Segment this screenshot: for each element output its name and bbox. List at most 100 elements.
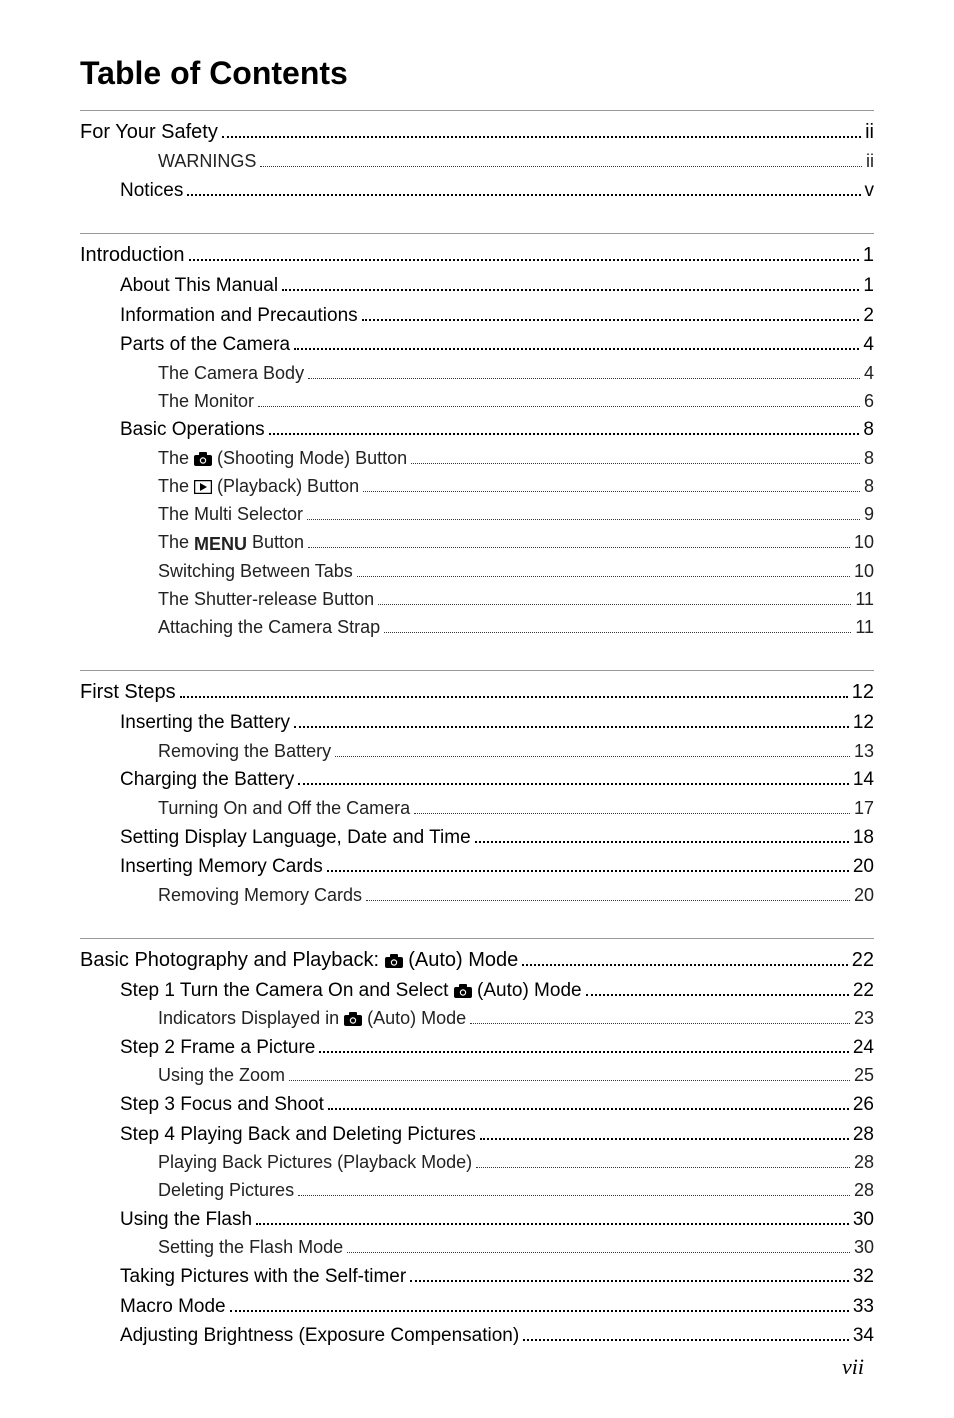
toc-page-number: 12 (853, 708, 874, 737)
camera-icon (385, 954, 403, 968)
toc-page-number: 11 (855, 586, 874, 614)
toc-label: Step 3 Focus and Shoot (120, 1090, 324, 1119)
toc-label: Removing Memory Cards (158, 882, 362, 910)
toc-entry: For Your Safetyii (80, 117, 874, 148)
toc-title: Table of Contents (80, 55, 874, 96)
section-divider (80, 110, 874, 111)
toc-page-number: 11 (855, 614, 874, 642)
toc-entry: Setting the Flash Mode30 (158, 1234, 874, 1262)
toc-label: Basic Operations (120, 415, 265, 444)
toc-entry: The Shutter-release Button 11 (158, 586, 874, 614)
toc-page-number: 8 (864, 445, 874, 473)
toc-entry: The Multi Selector 9 (158, 501, 874, 529)
toc-label: Setting the Flash Mode (158, 1234, 343, 1262)
toc-entry: Inserting the Battery 12 (120, 708, 874, 737)
toc-leader-dots (384, 632, 851, 633)
toc-leader-dots (258, 406, 860, 407)
toc-page-number: 1 (863, 271, 874, 300)
toc-label: Parts of the Camera (120, 330, 290, 359)
toc-section: First Steps 12Inserting the Battery 12 Remo… (80, 677, 874, 909)
toc-entry: The Camera Body4 (158, 360, 874, 388)
toc-entry: Switching Between Tabs10 (158, 558, 874, 586)
toc-entry: Noticesv (120, 176, 874, 205)
toc-label: Step 1 Turn the Camera On and Select (Au… (120, 976, 582, 1005)
toc-page-number: 8 (863, 415, 874, 444)
toc-page-number: 23 (854, 1005, 874, 1033)
toc-entry: Macro Mode33 (120, 1292, 874, 1321)
toc-page-number: 34 (853, 1321, 874, 1350)
page-number: vii (842, 1354, 864, 1380)
toc-leader-dots (335, 756, 850, 757)
toc-leader-dots (411, 463, 860, 464)
toc-page-number: 14 (853, 765, 874, 794)
toc-label: Playing Back Pictures (Playback Mode) (158, 1149, 472, 1177)
toc-page-number: 20 (853, 852, 874, 881)
toc-label: The Multi Selector (158, 501, 303, 529)
toc-leader-dots (269, 433, 860, 435)
toc-entry: Inserting Memory Cards 20 (120, 852, 874, 881)
toc-label: Charging the Battery (120, 765, 294, 794)
toc-entry: Introduction 1 (80, 240, 874, 271)
toc-label: The Camera Body (158, 360, 304, 388)
toc-label: Basic Photography and Playback: (Auto) M… (80, 945, 518, 976)
toc-label: Using the Flash (120, 1205, 252, 1234)
camera-icon (344, 1012, 362, 1026)
toc-page-number: 24 (853, 1033, 874, 1062)
toc-page-number: 9 (864, 501, 874, 529)
toc-entry: Adjusting Brightness (Exposure Compensat… (120, 1321, 874, 1350)
playback-icon (194, 480, 212, 494)
toc-label: Introduction (80, 240, 185, 271)
toc-entry: Step 4 Playing Back and Deleting Picture… (120, 1120, 874, 1149)
toc-page-number: 20 (854, 882, 874, 910)
toc-label: For Your Safety (80, 117, 218, 148)
toc-entry: Indicators Displayed in (Auto) Mode 23 (158, 1005, 874, 1033)
toc-label: Indicators Displayed in (Auto) Mode (158, 1005, 466, 1033)
toc-page-number: 1 (863, 240, 874, 271)
section-divider (80, 233, 874, 234)
toc-label: Switching Between Tabs (158, 558, 353, 586)
toc-leader-dots (363, 491, 860, 492)
toc-label: The Shutter-release Button (158, 586, 374, 614)
toc-label: First Steps (80, 677, 176, 708)
toc-label: Attaching the Camera Strap (158, 614, 380, 642)
toc-label: Inserting Memory Cards (120, 852, 323, 881)
toc-leader-dots (307, 519, 860, 520)
toc-label: The (Shooting Mode) Button (158, 445, 407, 473)
menu-icon: MENU (194, 531, 247, 559)
toc-leader-dots (328, 1108, 849, 1110)
toc-label: Setting Display Language, Date and Time (120, 823, 471, 852)
toc-page-number: 22 (852, 945, 874, 976)
toc-entry: Playing Back Pictures (Playback Mode)28 (158, 1149, 874, 1177)
toc-page-number: 32 (853, 1262, 874, 1291)
toc-page-number: 8 (864, 473, 874, 501)
toc-leader-dots (260, 166, 862, 167)
toc-page-number: 28 (853, 1120, 874, 1149)
toc-leader-dots (189, 259, 859, 261)
toc-leader-dots (362, 319, 860, 321)
toc-page-number: 10 (854, 529, 874, 557)
toc-leader-dots (414, 813, 850, 814)
toc-label: Adjusting Brightness (Exposure Compensat… (120, 1321, 519, 1350)
toc-label: Turning On and Off the Camera (158, 795, 410, 823)
toc-entry: Setting Display Language, Date and Time1… (120, 823, 874, 852)
toc-label: Deleting Pictures (158, 1177, 294, 1205)
toc-entry: Taking Pictures with the Self-timer32 (120, 1262, 874, 1291)
camera-icon (194, 452, 212, 466)
toc-entry: Using the Zoom25 (158, 1062, 874, 1090)
toc-leader-dots (357, 576, 850, 577)
toc-page-number: 22 (853, 976, 874, 1005)
toc-entry: Parts of the Camera4 (120, 330, 874, 359)
toc-entry: The Monitor6 (158, 388, 874, 416)
toc-page-number: 30 (853, 1205, 874, 1234)
toc-label: The Monitor (158, 388, 254, 416)
toc-entry: The MENU Button10 (158, 529, 874, 559)
toc-leader-dots (410, 1280, 849, 1282)
toc-entry: Turning On and Off the Camera17 (158, 795, 874, 823)
toc-page-number: 13 (854, 738, 874, 766)
toc-label: Using the Zoom (158, 1062, 285, 1090)
toc-leader-dots (298, 783, 849, 785)
toc-label: Inserting the Battery (120, 708, 290, 737)
toc-leader-dots (327, 870, 849, 872)
toc-label: Macro Mode (120, 1292, 226, 1321)
toc-leader-dots (378, 604, 851, 605)
